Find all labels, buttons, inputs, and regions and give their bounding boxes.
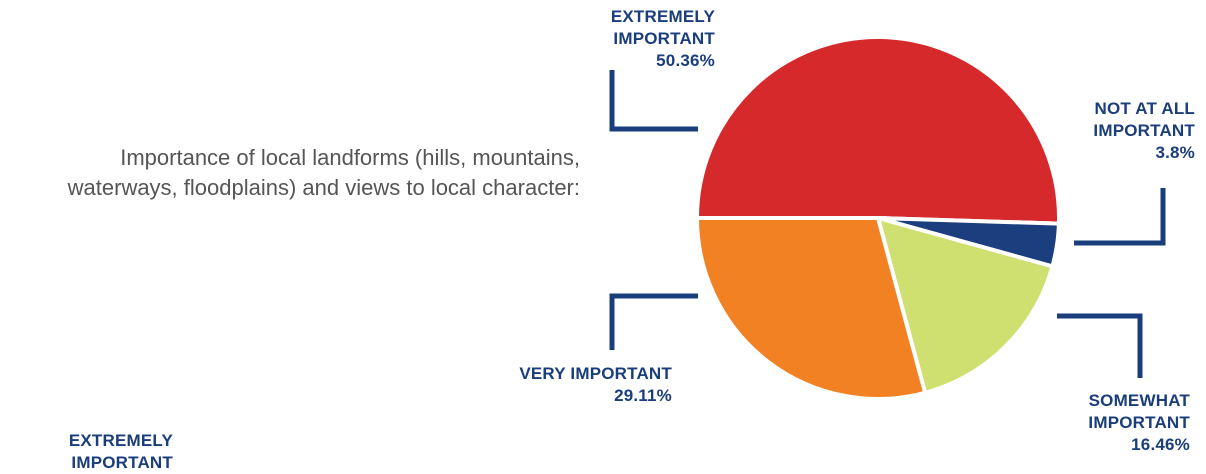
slice-label-not-at-all-important: NOT AT ALL IMPORTANT 3.8% [1040, 98, 1195, 164]
slice-label-line: IMPORTANT [1088, 413, 1190, 432]
slice-label-line: VERY IMPORTANT [519, 364, 672, 383]
slice-label-line: IMPORTANT [1093, 121, 1195, 140]
question-text: Importance of local landforms (hills, mo… [67, 145, 580, 200]
cut-off-label-line: EXTREMELY [68, 431, 173, 450]
slice-label-line: SOMEWHAT [1088, 391, 1190, 410]
cut-off-label-line: IMPORTANT [71, 453, 173, 472]
slice-label-somewhat-important: SOMEWHAT IMPORTANT 16.46% [1040, 390, 1190, 456]
pie-slice-very-important [695, 216, 928, 401]
slice-value-label: 16.46% [1131, 435, 1190, 454]
slice-label-extremely-important: EXTREMELY IMPORTANT 50.36% [560, 6, 715, 72]
slice-label-very-important: VERY IMPORTANT 29.11% [430, 363, 672, 407]
leader-lines [609, 70, 1166, 378]
pie-slice-somewhat-important [876, 216, 1055, 395]
leader-not-at-all-important [1074, 188, 1166, 246]
pie-slice-extremely-important [695, 34, 1061, 226]
slice-label-line: EXTREMELY [610, 7, 715, 26]
slice-label-line: IMPORTANT [613, 29, 715, 48]
pie-slices [695, 34, 1061, 401]
pie-chart [609, 34, 1166, 401]
cut-off-label: EXTREMELY IMPORTANT [18, 430, 173, 474]
leader-somewhat-important [1057, 313, 1143, 378]
slice-value-label: 50.36% [656, 51, 715, 70]
chart: Importance of local landforms (hills, mo… [67, 6, 1195, 472]
leader-extremely-important [609, 70, 698, 132]
slice-value-label: 29.11% [614, 386, 672, 405]
slice-label-line: NOT AT ALL [1094, 99, 1195, 118]
leader-very-important [609, 293, 698, 350]
slice-value-label: 3.8% [1155, 143, 1195, 162]
